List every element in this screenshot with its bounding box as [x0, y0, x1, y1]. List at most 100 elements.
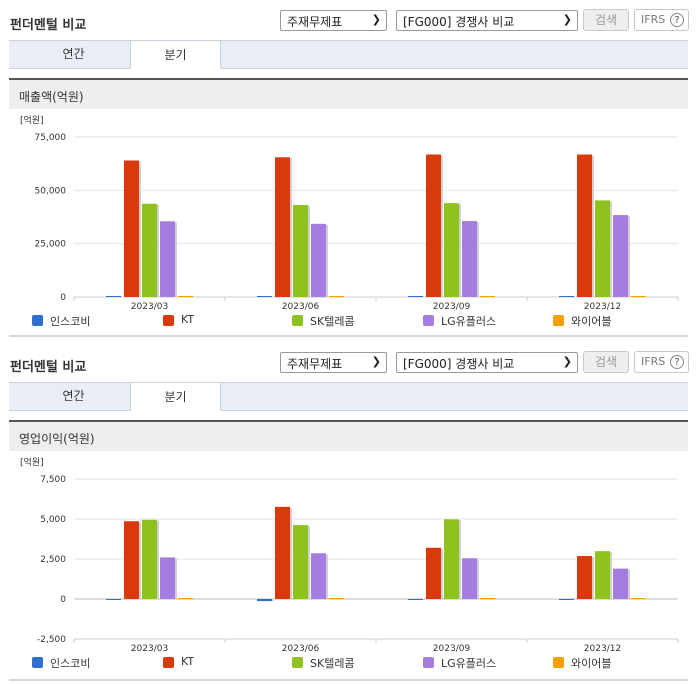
tab-annual[interactable]: 연간 [62, 389, 85, 403]
bar-shadow [308, 526, 310, 599]
bar-SK텔레콤-2023/06 [293, 525, 308, 599]
bar-인스코비-2023/06 [257, 599, 272, 602]
chevron-down-icon: ❯ [562, 355, 572, 368]
metric-header: 영업이익(억원) [9, 420, 688, 451]
panel-divider [9, 679, 688, 681]
legend-label: 인스코비 [50, 657, 91, 670]
bar-shadow [610, 552, 612, 599]
chart-legend: 인스코비 KT SK텔레콤 LG유플러스 와이어블 [0, 313, 696, 329]
ifrs-help-button[interactable]: IFRS ? [634, 9, 689, 31]
metric-label: 영업이익(억원) [19, 432, 95, 446]
bar-와이어블-2023/12 [631, 598, 646, 599]
statement-type-value: 주재무제표 [287, 15, 343, 29]
bar-shadow [459, 204, 461, 297]
peer-group-value: [FG000] 경쟁사 비교 [403, 357, 515, 371]
chevron-down-icon: ❯ [562, 13, 572, 26]
y-tick-label: 2,500 [40, 555, 66, 565]
panel-header: 펀더멘털 비교 주재무제표 ❯ [FG000] 경쟁사 비교 ❯ 검색 IFRS… [0, 342, 696, 375]
fundamental-panel-revenue: 펀더멘털 비교 주재무제표 ❯ [FG000] 경쟁사 비교 ❯ 검색 IFRS… [0, 9, 696, 337]
legend-label: SK텔레콤 [310, 657, 355, 670]
bar-인스코비-2023/12 [559, 599, 574, 600]
bar-shadow [290, 507, 292, 599]
bar-인스코비-2023/06 [257, 296, 272, 297]
bar-와이어블-2023/03 [178, 296, 193, 297]
bar-shadow [441, 548, 443, 599]
bar-LG유플러스-2023/03 [160, 557, 175, 599]
statement-type-select[interactable]: 주재무제표 ❯ [280, 352, 387, 373]
peer-group-select[interactable]: [FG000] 경쟁사 비교 ❯ [396, 352, 578, 373]
bar-LG유플러스-2023/09 [462, 221, 477, 297]
bar-LG유플러스-2023/12 [613, 215, 628, 297]
bar-와이어블-2023/06 [329, 598, 344, 599]
ifrs-help-button[interactable]: IFRS ? [634, 351, 689, 373]
x-category-label: 2023/03 [131, 302, 168, 312]
bar-와이어블-2023/03 [178, 598, 193, 599]
bar-shadow [628, 216, 630, 297]
bar-와이어블-2023/09 [480, 296, 495, 297]
chart-legend: 인스코비 KT SK텔레콤 LG유플러스 와이어블 [0, 655, 696, 671]
bar-와이어블-2023/12 [631, 296, 646, 297]
bar-인스코비-2023/12 [559, 296, 574, 297]
y-tick-label: 5,000 [40, 515, 66, 525]
bar-shadow [610, 201, 612, 297]
panel-title: 펀더멘털 비교 [10, 18, 87, 33]
legend-label: KT [181, 655, 195, 668]
bar-shadow [459, 520, 461, 599]
bar-LG유플러스-2023/06 [311, 223, 326, 297]
bar-와이어블-2023/09 [480, 598, 495, 599]
legend-swatch [423, 315, 434, 326]
legend-swatch [163, 657, 174, 668]
bar-KT-2023/06 [275, 506, 290, 599]
x-category-label: 2023/06 [282, 644, 320, 654]
search-button[interactable]: 검색 [583, 9, 629, 31]
bar-SK텔레콤-2023/03 [142, 203, 157, 297]
search-button[interactable]: 검색 [583, 351, 629, 373]
revenue-bar-chart: [억원] 0 25,000 50,000 75,000 2023/03 2023/06 202… [20, 114, 679, 312]
y-tick-label: 7,500 [40, 475, 66, 485]
bar-shadow [157, 204, 159, 297]
bar-shadow [139, 522, 141, 599]
bar-KT-2023/12 [577, 555, 592, 599]
bar-shadow [139, 161, 141, 297]
period-tabs: 연간 분기 [9, 40, 688, 69]
peer-group-select[interactable]: [FG000] 경쟁사 비교 ❯ [396, 10, 578, 31]
bar-SK텔레콤-2023/06 [293, 205, 308, 297]
chevron-down-icon: ❯ [371, 13, 381, 26]
legend-label: LG유플러스 [441, 657, 497, 670]
bar-KT-2023/12 [577, 154, 592, 297]
bar-인스코비-2023/09 [408, 599, 423, 600]
x-category-label: 2023/09 [433, 302, 471, 312]
bar-KT-2023/03 [124, 160, 139, 297]
legend-swatch [423, 657, 434, 668]
y-tick-label: 75,000 [35, 133, 67, 143]
bar-shadow [308, 206, 310, 297]
statement-type-select[interactable]: 주재무제표 ❯ [280, 10, 387, 31]
question-mark-icon: ? [670, 13, 684, 27]
y-unit-label: [억원] [20, 456, 44, 468]
tab-quarterly[interactable]: 분기 [130, 40, 221, 69]
bar-LG유플러스-2023/06 [311, 553, 326, 599]
y-tick-label: 50,000 [35, 186, 67, 196]
tab-quarterly[interactable]: 분기 [130, 382, 221, 411]
metric-header: 매출액(억원) [9, 78, 688, 109]
bar-인스코비-2023/03 [106, 296, 121, 297]
metric-label: 매출액(억원) [19, 90, 84, 104]
bar-KT-2023/06 [275, 157, 290, 297]
bar-shadow [592, 556, 594, 599]
y-tick-label: 0 [60, 293, 66, 303]
bar-shadow [477, 222, 479, 297]
fundamental-panel-operating-profit: 펀더멘털 비교 주재무제표 ❯ [FG000] 경쟁사 비교 ❯ 검색 IFRS… [0, 342, 696, 684]
y-tick-label: -2,500 [37, 635, 66, 645]
bar-LG유플러스-2023/12 [613, 568, 628, 599]
bar-SK텔레콤-2023/12 [595, 200, 610, 297]
panel-title: 펀더멘털 비교 [10, 360, 87, 375]
bar-shadow [592, 155, 594, 297]
ifrs-label: IFRS [641, 13, 666, 26]
bar-KT-2023/09 [426, 547, 441, 599]
bar-shadow [157, 520, 159, 599]
legend-swatch [553, 657, 564, 668]
bar-shadow [175, 558, 177, 599]
statement-type-value: 주재무제표 [287, 357, 343, 371]
tab-annual[interactable]: 연간 [62, 47, 85, 61]
x-category-label: 2023/12 [584, 302, 621, 312]
